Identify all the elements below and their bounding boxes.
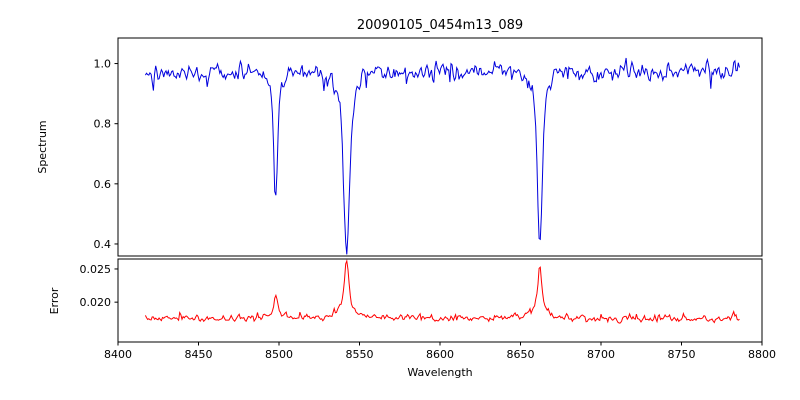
error-line: [144, 259, 740, 324]
spectrum-y-tick-label: 0.8: [94, 118, 112, 131]
spectrum-y-tick-label: 0.4: [94, 238, 112, 251]
x-tick-label: 8550: [346, 348, 374, 361]
spectrum-y-axis-label: Spectrum: [36, 120, 49, 173]
error-y-axis-label: Error: [48, 287, 61, 314]
spectrum-y-tick-label: 1.0: [94, 58, 112, 71]
spectrum-y-tick-label: 0.6: [94, 178, 112, 191]
x-tick-label: 8400: [104, 348, 132, 361]
error-y-tick-label: 0.025: [80, 263, 112, 276]
x-tick-label: 8800: [748, 348, 776, 361]
x-tick-label: 8650: [507, 348, 535, 361]
spectrum-panel-frame: [117, 37, 763, 257]
error-y-tick-label: 0.020: [80, 296, 112, 309]
x-tick-label: 8700: [587, 348, 615, 361]
x-tick-label: 8750: [668, 348, 696, 361]
plot-area: 8400 8450 8500 8550 8600 8650 8700 8750 8800 0.4 0…: [80, 37, 776, 361]
spectrum-line: [144, 57, 740, 255]
x-axis-label: Wavelength: [407, 366, 472, 379]
error-panel-frame: [117, 258, 763, 343]
x-tick-label: 8500: [265, 348, 293, 361]
x-tick-label: 8600: [426, 348, 454, 361]
chart-title: 20090105_0454m13_089: [357, 18, 523, 33]
x-tick-label: 8450: [185, 348, 213, 361]
